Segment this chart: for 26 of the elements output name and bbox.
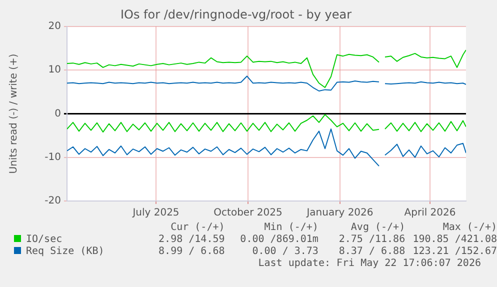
y-tick-label: -10	[44, 152, 61, 163]
text: 0.00 /869.01m	[239, 234, 318, 246]
y-tick-label: 10	[48, 64, 61, 76]
text: 8.99 / 6.68	[158, 246, 225, 258]
legend-label: IO/sec	[26, 234, 62, 245]
y-tick-label: -20	[44, 196, 61, 207]
text: Max (-/+)	[442, 222, 497, 234]
x-tick-label: July 2025	[132, 208, 180, 219]
legend-label: Req Size (KB)	[26, 246, 104, 257]
text: 0.00 / 3.73	[251, 246, 318, 258]
y-axis-title: Units read (-) / write (+)	[8, 54, 20, 174]
y-tick-label: 20	[48, 20, 61, 32]
text: 123.21 /152.67	[412, 246, 497, 258]
text: 2.98 /14.59	[158, 234, 225, 246]
chart-title: IOs for /dev/ringnode-vg/root - by year	[120, 7, 352, 22]
y-tick-label: 0	[54, 108, 61, 120]
x-tick-label: October 2025	[214, 208, 282, 219]
text: 2.75 /11.86	[338, 234, 406, 246]
text: 8.37 / 6.88	[338, 246, 406, 258]
x-tick-label: April 2026	[404, 208, 456, 219]
text: Last update: Fri May 22 17:06:07 2026	[258, 258, 481, 269]
text: 190.85 /421.08	[412, 234, 497, 246]
text: Avg (-/+)	[350, 222, 406, 234]
text: Min (-/+)	[263, 222, 318, 234]
x-tick-label: January 2026	[306, 208, 374, 219]
text: Cur (-/+)	[170, 222, 225, 234]
